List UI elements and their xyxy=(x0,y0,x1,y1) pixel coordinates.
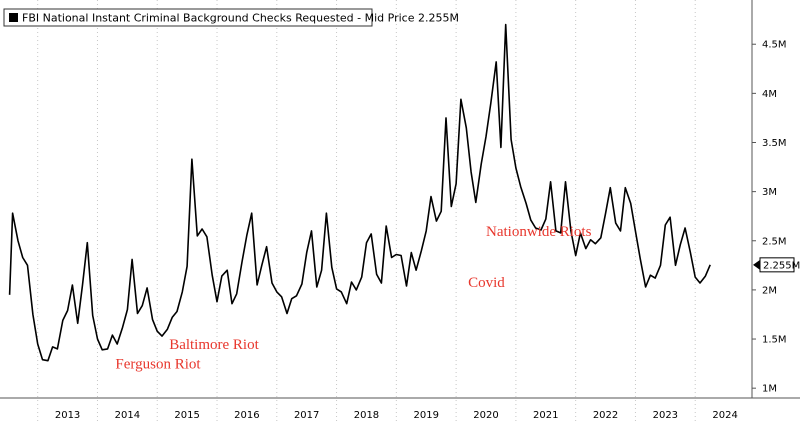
x-axis-year-labels: 2013 2014 2015 2016 2017 2018 2019 2020 2021 2022… xyxy=(55,410,738,421)
year-gridlines xyxy=(37,0,696,424)
x-tick-label: 2021 xyxy=(533,410,558,421)
chart-annotation: Nationwide Riots xyxy=(486,224,592,240)
last-value-pointer xyxy=(753,259,760,270)
y-tick-label: 1.5M xyxy=(762,335,787,346)
x-tick-label: 2019 xyxy=(414,410,439,421)
legend-swatch xyxy=(9,13,18,22)
legend-label: FBI National Instant Criminal Background… xyxy=(22,12,459,25)
series-line-background-checks xyxy=(8,23,711,362)
y-tick-label: 3.5M xyxy=(762,138,787,149)
x-tick-label: 2017 xyxy=(294,410,319,421)
chart-annotation: Covid xyxy=(468,275,505,291)
x-tick-label: 2018 xyxy=(354,410,379,421)
y-tick-label: 4.5M xyxy=(762,40,787,51)
x-tick-label: 2016 xyxy=(234,410,259,421)
y-tick-label: 2.5M xyxy=(762,236,787,247)
last-value-marker: 2.255M xyxy=(753,257,800,273)
x-tick-label: 2013 xyxy=(55,410,80,421)
y-tick-label: 4M xyxy=(762,89,777,100)
chart-annotation: Baltimore Riot xyxy=(169,337,259,353)
y-tick-label: 1M xyxy=(762,384,777,395)
legend: FBI National Instant Criminal Background… xyxy=(3,8,459,27)
y-tick-label: 3M xyxy=(762,187,777,198)
x-tick-label: 2020 xyxy=(473,410,498,421)
y-tick-label: 2M xyxy=(762,285,777,296)
x-tick-label: 2024 xyxy=(712,410,737,421)
x-tick-label: 2023 xyxy=(653,410,678,421)
last-value-label: 2.255M xyxy=(763,260,800,271)
last-value-box xyxy=(759,257,795,273)
x-tick-label: 2022 xyxy=(593,410,618,421)
chart-annotation: Ferguson Riot xyxy=(115,357,201,373)
legend-box xyxy=(3,8,373,27)
annotations: Ferguson Riot Baltimore Riot Nationwide Ri… xyxy=(115,224,591,373)
x-tick-label: 2015 xyxy=(174,410,199,421)
y-axis-ticks: 1M 1.5M 2M 2.5M 3M 3.5M 4M 4.5M xyxy=(752,40,787,395)
x-tick-label: 2014 xyxy=(115,410,140,421)
